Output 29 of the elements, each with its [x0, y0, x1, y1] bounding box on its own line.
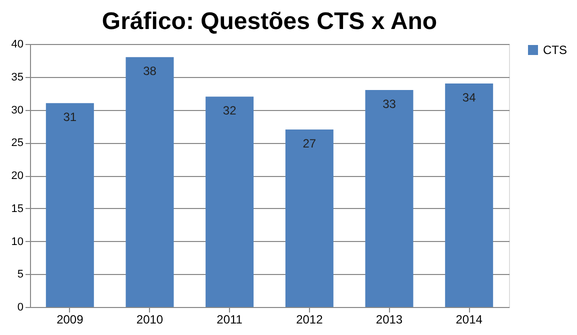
- y-tick-label: 10: [11, 236, 24, 248]
- legend-label: CTS: [543, 43, 567, 57]
- x-tick-label: 2009: [56, 312, 84, 326]
- x-tick-label: 2013: [376, 312, 403, 326]
- data-label: 33: [382, 97, 396, 112]
- bar: [445, 83, 494, 307]
- y-tick-label: 0: [17, 302, 24, 314]
- chart-title: Gráfico: Questões CTS x Ano: [102, 8, 438, 35]
- x-tick-label: 2012: [296, 312, 324, 326]
- bar: [126, 57, 174, 307]
- x-tick-label: 2010: [136, 312, 164, 326]
- y-tick-label: 30: [11, 104, 24, 116]
- y-tick-label: 35: [11, 71, 24, 84]
- data-label: 31: [63, 110, 77, 124]
- y-tick-label: 5: [17, 268, 24, 281]
- data-label: 34: [462, 90, 476, 104]
- bar: [206, 96, 254, 307]
- y-tick-label: 40: [11, 38, 24, 50]
- bar: [365, 90, 414, 307]
- y-tick-label: 20: [11, 170, 24, 182]
- y-tick-label: 15: [11, 202, 24, 215]
- y-tick-label: 25: [11, 137, 24, 150]
- data-label: 32: [222, 104, 237, 118]
- data-label: 38: [143, 64, 157, 78]
- bar: [46, 103, 94, 307]
- x-tick-label: 2011: [216, 312, 243, 326]
- data-label: 27: [302, 136, 316, 150]
- x-tick-label: 2014: [456, 312, 483, 326]
- bar: [285, 129, 334, 307]
